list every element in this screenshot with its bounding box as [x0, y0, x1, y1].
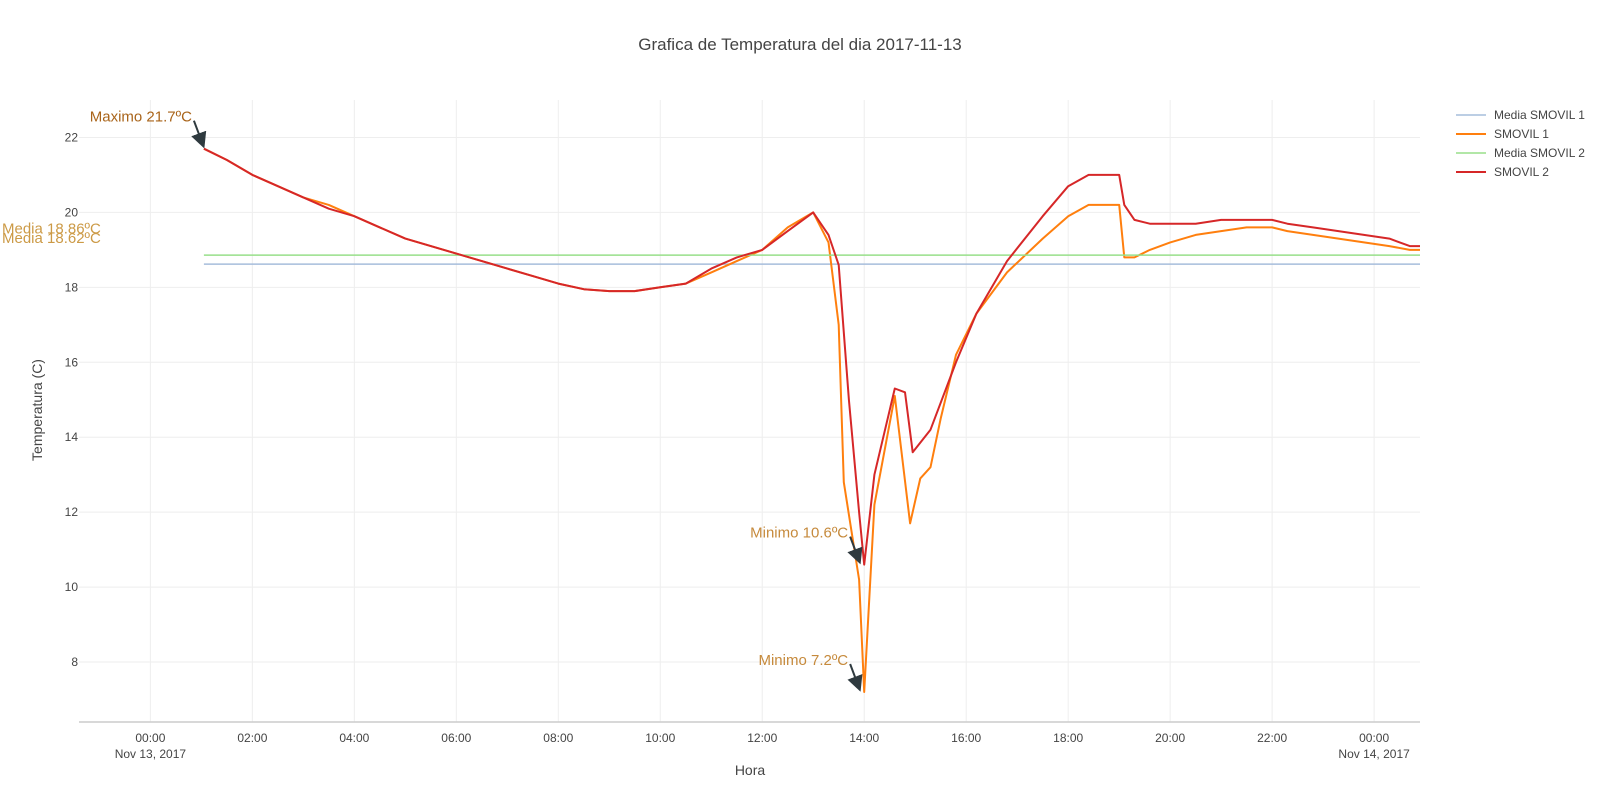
y-axis-title: Temperatura (C) [29, 359, 45, 461]
x-tick-label: 00:00 [1359, 731, 1389, 745]
y-tick-label: 22 [65, 130, 79, 144]
y-tick-label: 10 [65, 580, 79, 594]
x-tick-label: 16:00 [951, 731, 981, 745]
x-tick-label: 04:00 [339, 731, 369, 745]
y-tick-label: 16 [65, 355, 79, 369]
x-tick-label: 06:00 [441, 731, 471, 745]
annotation-label: Media 18.62ºC [2, 230, 101, 247]
gridlines [79, 100, 1420, 722]
legend-label: Media SMOVIL 1 [1494, 108, 1585, 122]
legend-label: SMOVIL 2 [1494, 165, 1549, 179]
y-tick-label: 8 [71, 655, 78, 669]
legend-item[interactable]: SMOVIL 2 [1456, 165, 1549, 179]
y-tick-label: 12 [65, 505, 79, 519]
annotation-arrow [850, 664, 859, 688]
x-tick-label: 00:00 [135, 731, 165, 745]
annotation-label: Minimo 7.2ºC [758, 652, 848, 669]
chart-title: Grafica de Temperatura del dia 2017-11-1… [638, 35, 962, 54]
legend-item[interactable]: Media SMOVIL 2 [1456, 146, 1585, 160]
x-axis-ticks: 00:00 Nov 13, 2017 02:00 04:00 06:00 08:00 10:… [115, 731, 1410, 761]
legend-item[interactable]: SMOVIL 1 [1456, 127, 1549, 141]
x-tick-date-label: Nov 14, 2017 [1338, 747, 1410, 761]
series-lines [204, 149, 1420, 692]
x-tick-date-label: Nov 13, 2017 [115, 747, 187, 761]
x-tick-label: 20:00 [1155, 731, 1185, 745]
legend[interactable]: Media SMOVIL 1 SMOVIL 1 Media SMOVIL 2 SMOV… [1456, 108, 1585, 179]
annotation-label: Minimo 10.6ºC [750, 525, 848, 542]
series-line-smovil-2 [204, 149, 1420, 565]
x-tick-label: 22:00 [1257, 731, 1287, 745]
y-tick-label: 14 [65, 430, 79, 444]
annotation-arrow [194, 121, 203, 145]
x-tick-label: 10:00 [645, 731, 675, 745]
x-tick-label: 18:00 [1053, 731, 1083, 745]
legend-label: SMOVIL 1 [1494, 127, 1549, 141]
x-tick-label: 12:00 [747, 731, 777, 745]
legend-item[interactable]: Media SMOVIL 1 [1456, 108, 1585, 122]
y-tick-label: 20 [65, 205, 79, 219]
annotation-label: Maximo 21.7ºC [90, 109, 192, 126]
x-tick-label: 14:00 [849, 731, 879, 745]
x-tick-label: 02:00 [237, 731, 267, 745]
y-axis-ticks: 8 10 12 14 16 18 20 22 [65, 130, 79, 669]
x-axis-title: Hora [735, 762, 766, 778]
legend-label: Media SMOVIL 2 [1494, 146, 1585, 160]
y-tick-label: 18 [65, 280, 79, 294]
x-tick-label: 08:00 [543, 731, 573, 745]
